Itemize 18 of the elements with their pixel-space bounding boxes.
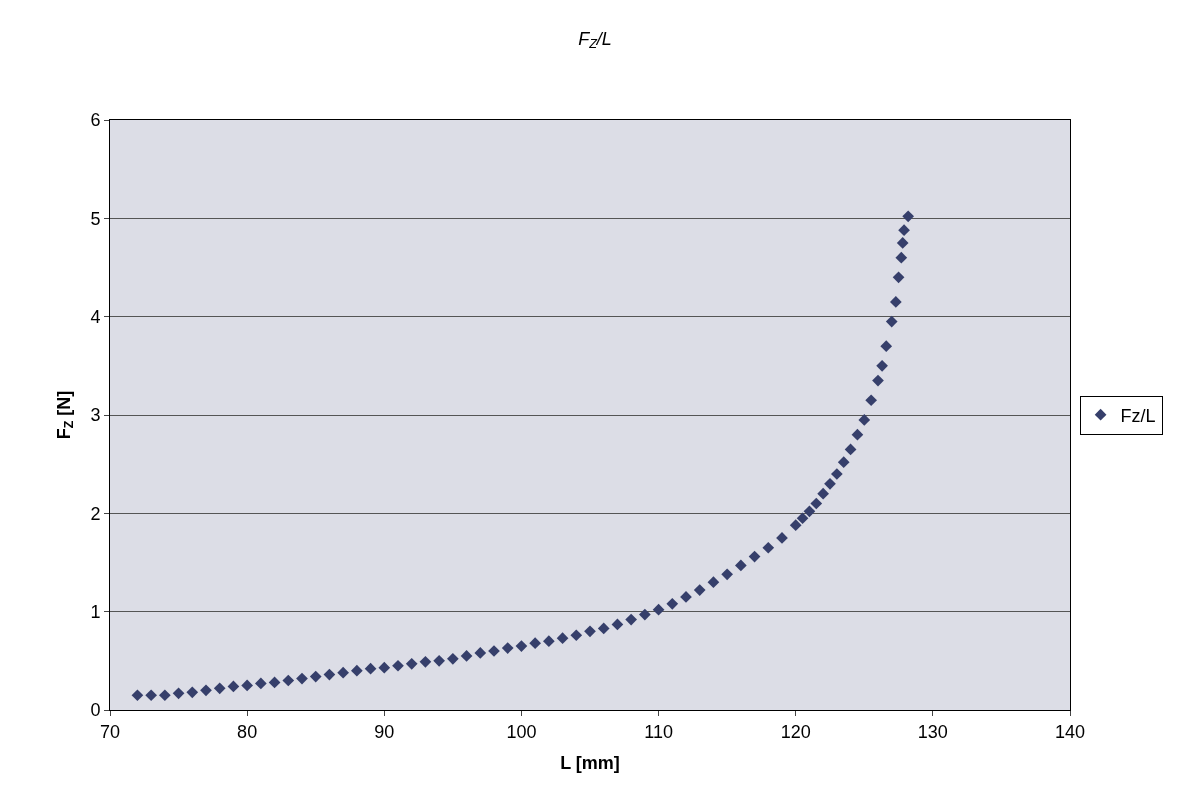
- x-tick-label: 90: [374, 721, 395, 742]
- legend-label: Fz/L: [1120, 405, 1156, 426]
- x-tick-label: 130: [917, 721, 948, 742]
- x-tick-label: 110: [644, 721, 673, 742]
- y-tick-label: 5: [90, 208, 101, 229]
- x-tick-label: 70: [99, 721, 121, 742]
- y-tick-label: 4: [90, 306, 101, 327]
- x-tick-label: 100: [506, 721, 537, 742]
- x-tick-label: 140: [1054, 721, 1086, 742]
- y-tick-label: 2: [90, 503, 101, 524]
- x-tick-label: 120: [780, 721, 811, 742]
- x-axis-title: L [mm]: [560, 752, 620, 773]
- chart-title: F$_{Z}$/L: [578, 28, 612, 52]
- y-tick-label: 3: [90, 405, 101, 426]
- y-tick-label: 6: [90, 110, 101, 131]
- y-tick-label: 0: [90, 700, 101, 721]
- y-tick-label: 1: [90, 601, 101, 622]
- x-tick-label: 80: [237, 721, 258, 742]
